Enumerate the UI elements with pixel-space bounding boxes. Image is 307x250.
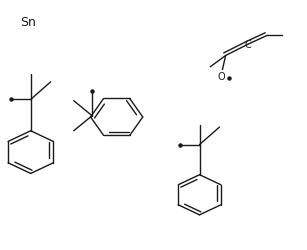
- Text: C: C: [245, 40, 251, 50]
- Text: O: O: [217, 71, 225, 81]
- Text: Sn: Sn: [20, 16, 36, 29]
